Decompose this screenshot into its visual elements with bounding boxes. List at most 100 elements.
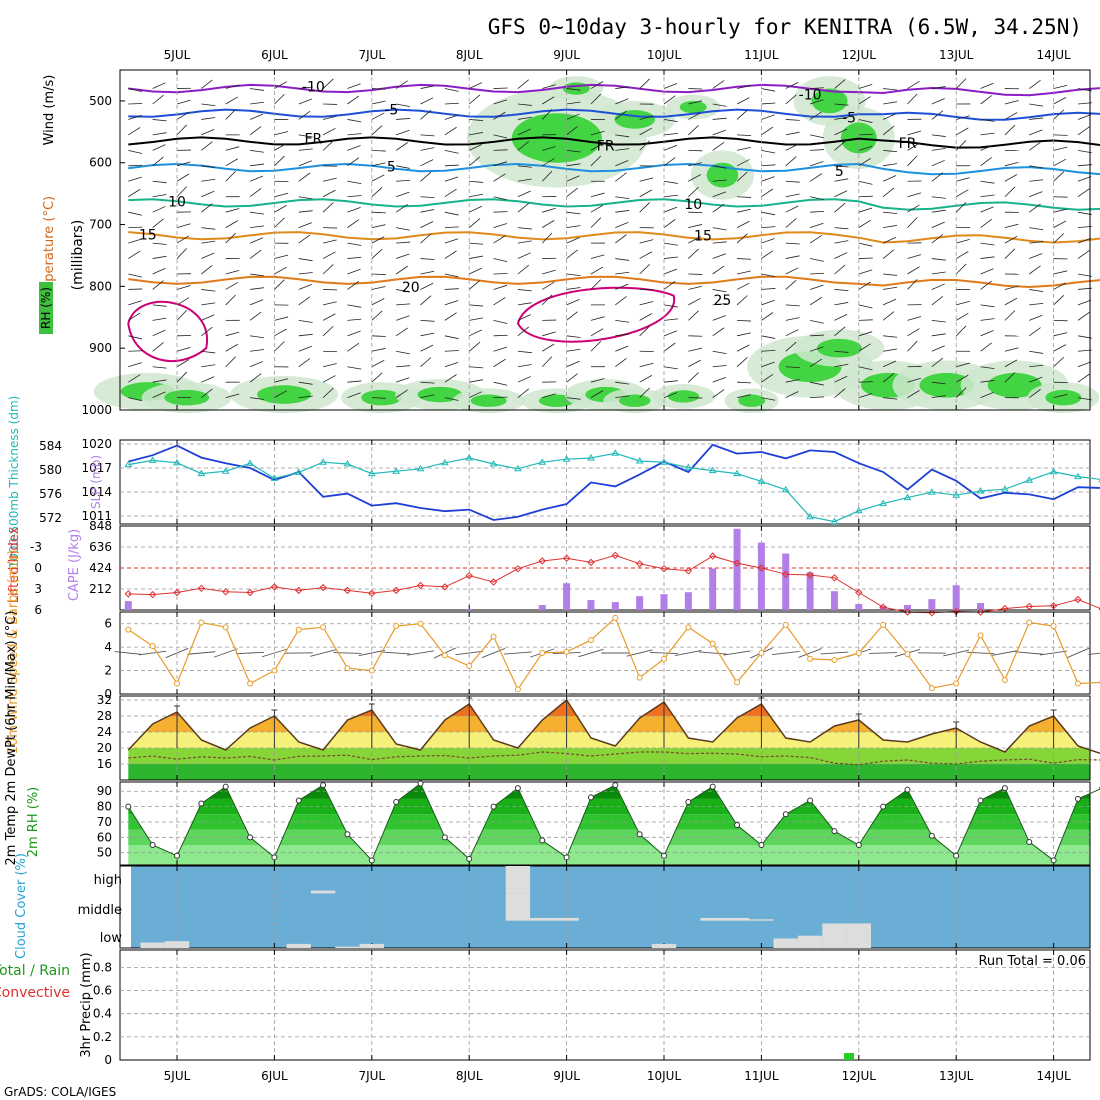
rh-point — [1074, 795, 1081, 802]
cape-bar — [782, 553, 790, 610]
surface-wind-barb — [114, 651, 143, 655]
slp-thickness-frame — [119, 439, 1091, 525]
wind-barb — [347, 206, 361, 213]
thickness-point — [538, 458, 547, 465]
axis-label: Lifted Index — [7, 526, 22, 603]
surface-wind-barb — [698, 651, 727, 655]
wind-barb — [396, 191, 410, 198]
wind-barb — [225, 356, 236, 368]
rh-point — [271, 854, 278, 861]
temp-band — [128, 764, 1090, 780]
wind-barb — [347, 318, 362, 321]
wind-barb — [761, 102, 776, 105]
wind-barb — [615, 319, 630, 323]
wind-barb — [761, 361, 775, 368]
wind-barb — [1029, 253, 1043, 259]
thickness-point — [489, 460, 498, 467]
wind-barb — [371, 211, 386, 214]
wind-barb — [810, 319, 824, 324]
wind-barb — [1053, 344, 1067, 352]
wind-barb — [761, 238, 775, 244]
wind-barb — [371, 100, 386, 105]
wind-barb — [761, 299, 775, 306]
wind-barb — [834, 190, 848, 198]
wind-barb — [469, 205, 483, 213]
isotherm-label: -10 — [799, 88, 822, 104]
wind-barb — [176, 285, 191, 290]
wind-barb — [517, 227, 532, 230]
wind-barb — [834, 116, 849, 120]
wind-barb — [663, 366, 678, 370]
thickness-point — [976, 487, 985, 494]
wind-barb — [688, 359, 701, 368]
wind-barb — [323, 301, 337, 306]
wind-barb — [931, 234, 944, 244]
wind-barb — [761, 114, 775, 120]
isotherm-line — [128, 231, 1100, 244]
wind-barb — [858, 381, 873, 383]
wind-barb — [347, 342, 360, 352]
wind-barb — [371, 359, 385, 368]
wind-barb — [980, 132, 995, 136]
rh-point — [441, 834, 448, 841]
wind-barb — [298, 210, 313, 213]
isotherm-label: -5 — [842, 111, 856, 127]
wind-barb — [201, 103, 216, 107]
wind-barb — [1053, 84, 1068, 89]
wind-barb — [201, 165, 216, 168]
temp-tick: 16 — [97, 757, 112, 771]
wind-speed-point — [831, 657, 838, 664]
li-point — [976, 608, 985, 616]
wind-barb — [639, 239, 654, 244]
surface-wind-barb — [943, 649, 970, 657]
cloud-bar-middle — [530, 917, 555, 921]
wind-barb — [298, 134, 313, 138]
wind-barb — [663, 157, 676, 167]
wind-barb — [736, 344, 750, 352]
wind-barb — [1077, 250, 1090, 259]
li-point — [221, 588, 230, 596]
isotherm-label: FR — [899, 136, 917, 152]
wind-barb — [420, 394, 435, 399]
wind-barb — [322, 313, 336, 321]
wind-barb — [663, 330, 678, 337]
wind-barb — [420, 171, 432, 182]
wind-barb — [274, 279, 285, 290]
wind-barb — [1004, 310, 1016, 321]
wind-barb — [688, 285, 703, 290]
wind-speed-point — [393, 623, 400, 630]
wind-barb — [420, 109, 432, 120]
wind-barb — [1004, 285, 1019, 290]
rh-high-region — [987, 372, 1042, 398]
wind-speed-point — [149, 642, 156, 649]
wind-barb — [396, 365, 411, 368]
wind-barb — [201, 314, 215, 321]
wind-barb — [736, 295, 748, 306]
wind-barb — [615, 357, 627, 368]
wind-barb — [322, 189, 336, 198]
rh-point — [125, 803, 132, 810]
surface-wind-barb — [165, 647, 189, 659]
date-label-bottom: 10JUL — [647, 1069, 682, 1083]
wind-barb — [225, 294, 236, 306]
isotherm-line — [128, 162, 1100, 176]
wind-barb — [639, 115, 654, 120]
wind-barb — [810, 334, 825, 337]
thickness-point — [830, 517, 839, 525]
wind-barb — [566, 373, 578, 383]
wind-barb — [444, 300, 459, 306]
wind-barb — [737, 258, 752, 260]
wind-barb — [249, 149, 264, 153]
wind-barb — [688, 174, 701, 182]
cloud-cover-panel: high middle low Cloud Cover (%) — [14, 853, 1091, 959]
li-point — [538, 557, 546, 565]
wind-barb — [858, 84, 873, 89]
wind-barb — [152, 119, 167, 122]
wind-barb — [152, 144, 166, 151]
wind-barb — [1029, 314, 1043, 321]
wind-barb — [274, 378, 289, 383]
wind-barb — [249, 273, 264, 277]
wind-barb — [688, 125, 699, 136]
wind-barb — [396, 350, 410, 355]
